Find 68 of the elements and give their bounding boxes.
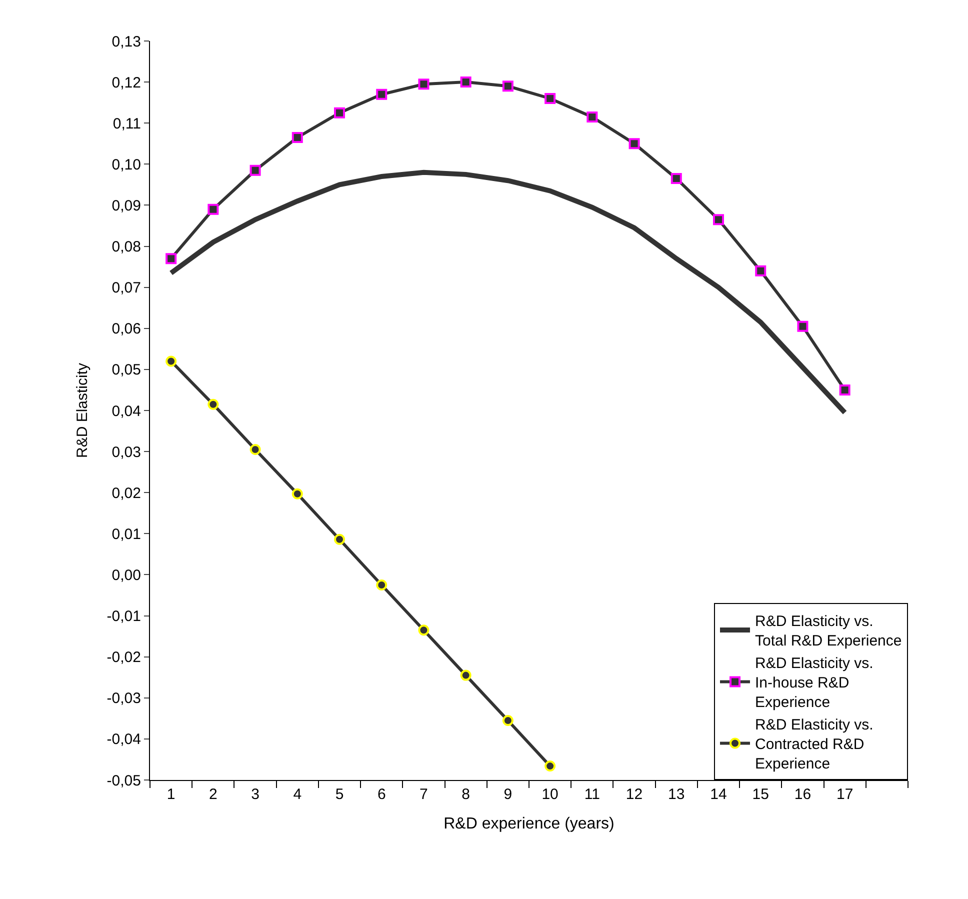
- x-tick-label: 12: [626, 786, 643, 803]
- point: [628, 138, 640, 150]
- y-tick-label: 0,06: [112, 320, 141, 338]
- point: [713, 214, 724, 226]
- x-tick-label: 2: [209, 786, 218, 803]
- y-tick-label: -0,03: [106, 690, 141, 708]
- point: [166, 253, 177, 264]
- point: [208, 398, 219, 410]
- point: [418, 624, 430, 636]
- point: [797, 320, 808, 332]
- point: [334, 534, 345, 545]
- point: [418, 78, 430, 90]
- point: [502, 714, 514, 726]
- point: [376, 88, 388, 100]
- y-tick-label: 0,05: [112, 362, 141, 379]
- point: [166, 356, 177, 367]
- point: [755, 265, 766, 276]
- x-tick-label: 3: [251, 786, 260, 803]
- point: [502, 80, 514, 92]
- point: [544, 760, 556, 772]
- point: [292, 132, 303, 143]
- x-axis-title: R&D experience (years): [444, 816, 614, 833]
- x-tick-label: 17: [836, 786, 854, 803]
- legend-label: R&D Elasticity vs. In-house R&D Experience: [755, 655, 874, 712]
- y-tick-label: 0,03: [112, 444, 141, 461]
- y-tick-label: -0,01: [106, 608, 141, 626]
- point: [250, 444, 261, 455]
- y-tick-label: -0,04: [106, 731, 141, 748]
- y-tick-label: 0,00: [112, 566, 141, 584]
- x-tick-label: 9: [504, 786, 512, 803]
- y-tick-label: 0,11: [112, 115, 141, 132]
- point: [376, 579, 388, 590]
- x-tick-label: 7: [420, 786, 428, 803]
- x-tick-label: 14: [710, 786, 727, 803]
- point: [334, 107, 345, 118]
- x-tick-label: 10: [542, 786, 558, 803]
- y-tick-label: 0,01: [112, 526, 141, 543]
- x-tick-label: 11: [584, 786, 600, 803]
- x-tick-label: 4: [293, 786, 302, 803]
- x-tick-label: 5: [335, 786, 344, 803]
- y-tick-label: 0,13: [112, 33, 141, 50]
- y-tick-label: -0,05: [106, 772, 141, 790]
- x-tick-label: 8: [462, 786, 470, 803]
- y-tick-label: 0,04: [112, 402, 141, 420]
- legend-label: R&D Elasticity vs. Total R&D Experience: [755, 613, 902, 650]
- y-axis-title: R&D Elasticity: [74, 362, 92, 458]
- point: [586, 111, 598, 122]
- y-tick-label: -0,02: [106, 649, 141, 666]
- x-tick-label: 15: [752, 786, 769, 803]
- y-tick-label: 0,07: [112, 280, 141, 297]
- x-tick-label: 16: [794, 786, 812, 803]
- point: [460, 76, 472, 88]
- y-tick-label: 0,10: [112, 156, 141, 174]
- point: [208, 204, 219, 215]
- x-tick-label: 6: [377, 786, 386, 803]
- x-tick-label: 1: [166, 786, 176, 803]
- y-tick-label: 0,09: [112, 197, 141, 214]
- point: [292, 488, 303, 500]
- legend-label: R&D Elasticity vs. Contracted R&D Experience: [755, 716, 874, 773]
- y-tick-label: 0,12: [112, 74, 141, 92]
- x-tick-label: 13: [668, 786, 685, 803]
- point: [839, 384, 850, 396]
- point: [670, 173, 682, 184]
- y-tick-label: 0,08: [112, 238, 141, 256]
- point: [250, 164, 261, 176]
- y-tick-label: 0,02: [112, 484, 141, 502]
- point: [544, 92, 556, 104]
- point: [460, 670, 472, 681]
